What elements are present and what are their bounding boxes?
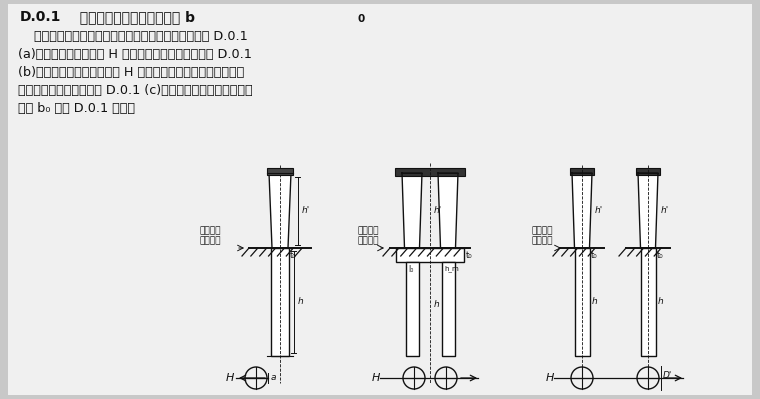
- Text: 基础〔沉井、桩基（包括管柱）〕可由单个构件〔图 D.0.1: 基础〔沉井、桩基（包括管柱）〕可由单个构件〔图 D.0.1: [18, 30, 248, 43]
- Text: l₀: l₀: [408, 265, 413, 274]
- Polygon shape: [269, 173, 291, 248]
- Text: H: H: [546, 373, 554, 383]
- Text: h: h: [658, 298, 663, 306]
- Polygon shape: [402, 173, 422, 248]
- Text: h': h': [661, 206, 670, 215]
- Text: (b)〕，或由位于与水平外力 H 作用竖直平面相垂直的同一竖直: (b)〕，或由位于与水平外力 H 作用竖直平面相垂直的同一竖直: [18, 66, 244, 79]
- Text: 基础侧面土抗力的计算宽度 b: 基础侧面土抗力的计算宽度 b: [70, 10, 195, 24]
- Bar: [395, 168, 465, 176]
- Text: h: h: [298, 298, 304, 306]
- Text: h: h: [592, 298, 598, 306]
- Polygon shape: [572, 173, 592, 248]
- Text: h': h': [302, 206, 310, 215]
- Text: t₀: t₀: [591, 251, 597, 260]
- Bar: [267, 168, 293, 175]
- Text: 宽度 b₀ 按表 D.0.1 计算。: 宽度 b₀ 按表 D.0.1 计算。: [18, 102, 135, 115]
- Text: t₀: t₀: [466, 251, 473, 260]
- Text: 平面内数个构件组成〔图 D.0.1 (c)〕。基础侧面土抗力的计算: 平面内数个构件组成〔图 D.0.1 (c)〕。基础侧面土抗力的计算: [18, 84, 252, 97]
- Text: h': h': [434, 206, 442, 215]
- Bar: [641, 248, 655, 356]
- Bar: [570, 168, 594, 175]
- Bar: [271, 248, 289, 356]
- Text: D': D': [663, 371, 673, 379]
- Polygon shape: [638, 173, 658, 248]
- Text: t₀: t₀: [657, 251, 663, 260]
- Text: 地面或局
部冲刷线: 地面或局 部冲刷线: [532, 226, 553, 246]
- Bar: [442, 262, 454, 356]
- Text: 0: 0: [358, 14, 366, 24]
- Text: H: H: [372, 373, 380, 383]
- Bar: [575, 248, 590, 356]
- Text: H: H: [226, 373, 234, 383]
- Text: a: a: [271, 373, 277, 383]
- Text: h': h': [595, 206, 603, 215]
- Polygon shape: [438, 173, 458, 248]
- Bar: [406, 262, 419, 356]
- Text: 地面或局
部冲刷线: 地面或局 部冲刷线: [358, 226, 379, 246]
- Text: t₀: t₀: [290, 251, 296, 260]
- Text: 地面或局
部冲刷线: 地面或局 部冲刷线: [200, 226, 221, 246]
- Bar: [396, 248, 464, 262]
- Text: h_m: h_m: [444, 265, 459, 272]
- Text: D.0.1: D.0.1: [20, 10, 62, 24]
- Text: h: h: [434, 300, 440, 309]
- Text: (a)〕或由位于水平外力 H 作用竖直面内数个构件〔图 D.0.1: (a)〕或由位于水平外力 H 作用竖直面内数个构件〔图 D.0.1: [18, 48, 252, 61]
- Bar: [636, 168, 660, 175]
